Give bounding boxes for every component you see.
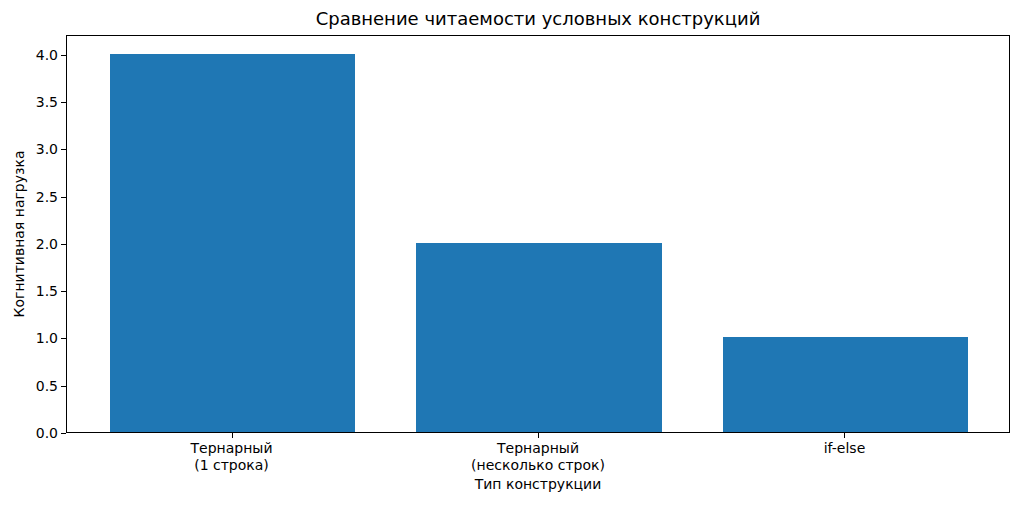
y-tick-mark: [61, 244, 66, 245]
y-tick-label: 2.0: [0, 237, 58, 251]
x-axis-label: Тип конструкции: [66, 476, 1010, 492]
x-tick-label: Тернарный (1 строка): [191, 440, 273, 474]
y-tick-label: 4.0: [0, 48, 58, 62]
bar-0: [110, 54, 355, 432]
y-tick-label: 1.0: [0, 331, 58, 345]
bar-chart-figure: Сравнение читаемости условных конструкци…: [0, 0, 1024, 511]
bar-2: [723, 337, 968, 432]
y-tick-mark: [61, 55, 66, 56]
y-tick-label: 1.5: [0, 284, 58, 298]
x-tick-mark: [232, 433, 233, 438]
x-tick-label: Тернарный (несколько строк): [471, 440, 605, 474]
x-tick-mark: [844, 433, 845, 438]
y-tick-label: 2.5: [0, 190, 58, 204]
bar-1: [416, 243, 661, 432]
chart-title: Сравнение читаемости условных конструкци…: [66, 8, 1010, 29]
y-tick-label: 0.5: [0, 379, 58, 393]
y-tick-mark: [61, 197, 66, 198]
x-tick-mark: [538, 433, 539, 438]
y-tick-label: 3.0: [0, 142, 58, 156]
y-tick-mark: [61, 433, 66, 434]
plot-area: [66, 35, 1010, 433]
y-tick-label: 0.0: [0, 426, 58, 440]
y-tick-mark: [61, 291, 66, 292]
y-tick-label: 3.5: [0, 95, 58, 109]
bars-layer: [67, 36, 1009, 432]
y-tick-mark: [61, 102, 66, 103]
y-tick-mark: [61, 149, 66, 150]
x-tick-label: if-else: [824, 440, 866, 457]
y-tick-mark: [61, 386, 66, 387]
y-tick-mark: [61, 338, 66, 339]
